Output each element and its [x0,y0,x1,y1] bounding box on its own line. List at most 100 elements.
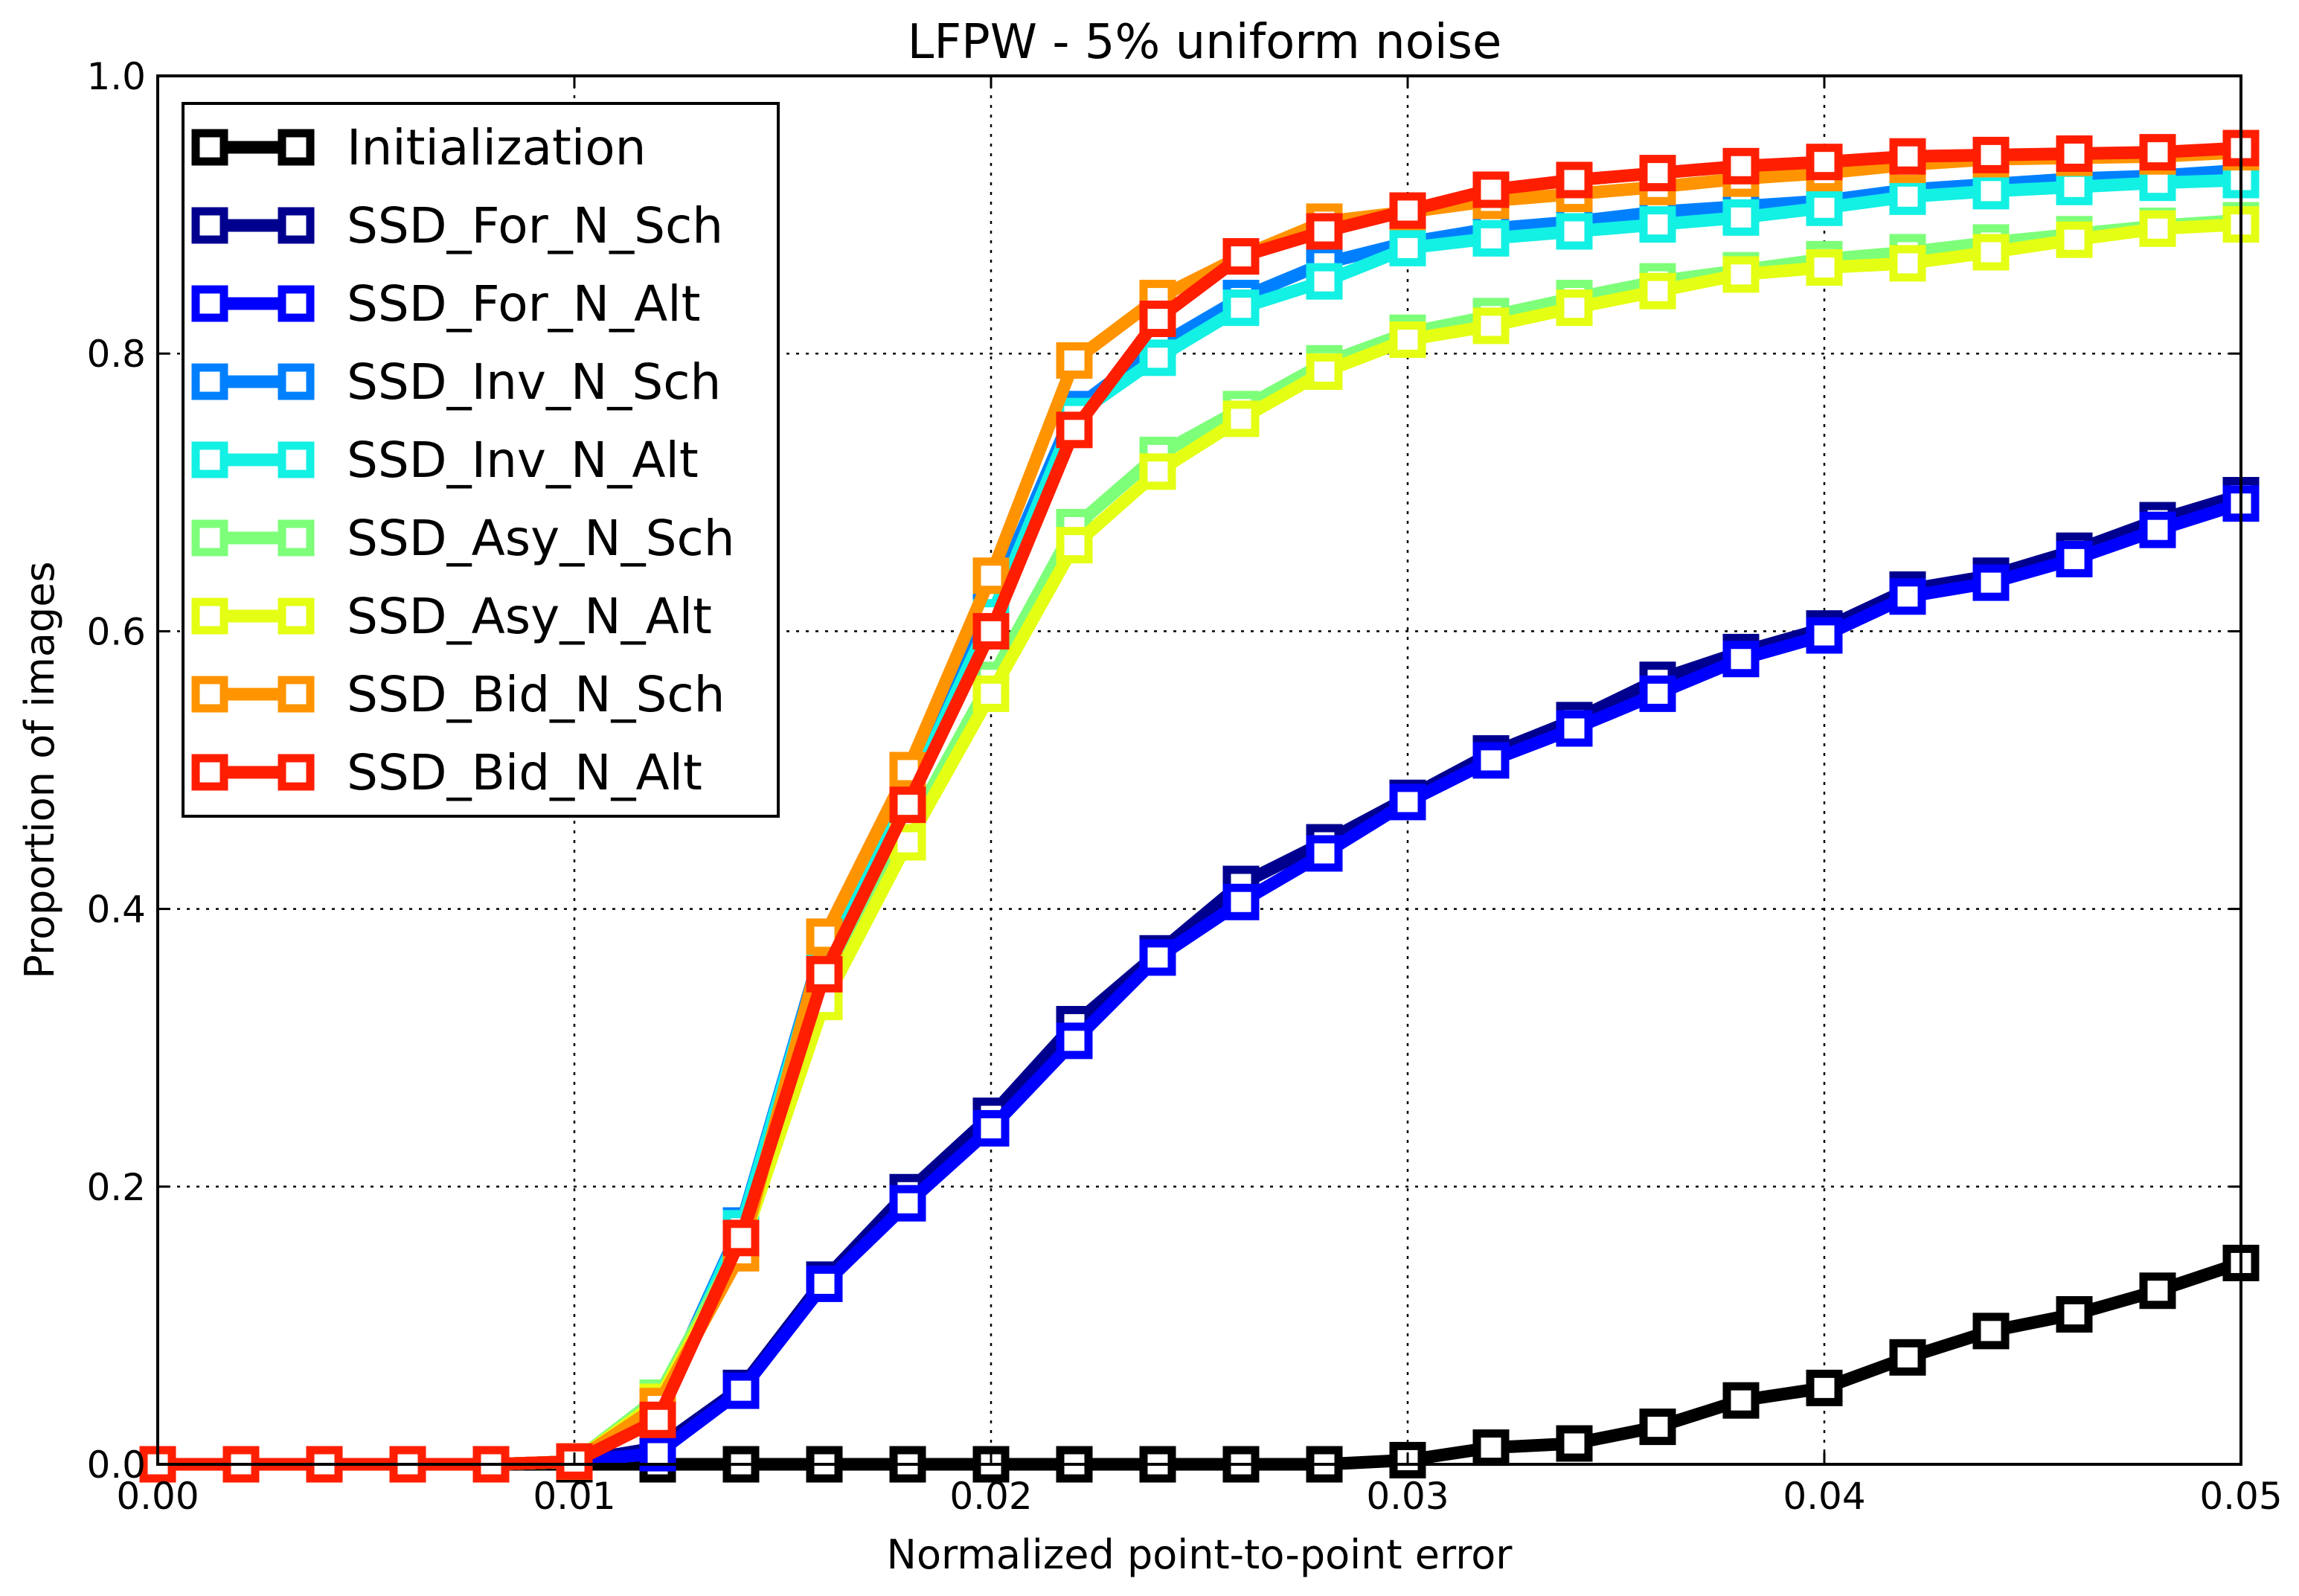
data-point [1306,835,1343,872]
data-point [1556,1425,1593,1462]
legend-item-ssd-for-n-sch: SSD_For_N_Sch [191,197,723,254]
data-point [1139,939,1176,976]
data-point [1472,1429,1510,1467]
legend-label: SSD_Asy_N_Sch [347,510,735,567]
data-point [1722,1382,1760,1419]
data-point [1639,272,1676,310]
legend: Initialization SSD_For_N_Sch SSD_For_N_Alt… [182,102,780,818]
data-point [1222,883,1260,920]
data-point [889,786,926,824]
data-point [2056,135,2093,172]
legend-label: SSD_Inv_N_Sch [347,353,721,411]
x-tick-label: 0.01 [533,1475,615,1518]
x-axis-label: Normalized point-to-point error [887,1531,1513,1578]
data-point [2056,540,2093,577]
legend-swatch-marker [191,363,228,400]
data-point [1889,178,1926,215]
y-tick-label: 0.2 [86,1166,146,1209]
legend-swatch-marker [191,207,228,244]
legend-label: SSD_Inv_N_Alt [347,432,699,489]
data-point [1306,263,1343,300]
legend-swatch-marker [278,363,315,400]
legend-swatch-marker [191,676,228,713]
data-point [2139,1272,2176,1310]
data-point [1889,245,1926,282]
data-point [1056,527,1093,564]
data-point [1722,641,1760,678]
data-point [556,1443,593,1480]
legend-swatch-marker [191,285,228,322]
chart-title: LFPW - 5% uniform noise [908,15,1502,70]
data-point [1389,192,1426,229]
data-point [1806,617,1843,654]
legend-item-ssd-bid-n-sch: SSD_Bid_N_Sch [191,666,725,723]
data-point [1056,1022,1093,1060]
legend-swatch-marker [278,129,315,166]
legend-item-ssd-for-n-alt: SSD_For_N_Alt [191,275,700,333]
data-point [1972,173,2010,210]
tick-layer: 0.00 0.01 0.02 0.03 0.04 0.05 0.0 0.2 0.4 0.6 0.8 1… [86,55,2282,1518]
legend-label: SSD_Bid_N_Sch [347,666,725,723]
data-point [1472,171,1510,208]
data-point [639,1401,676,1438]
y-tick-label: 0.8 [86,333,146,376]
legend-swatch-marker [191,519,228,557]
x-tick-label: 0.02 [949,1475,1032,1518]
data-point [2139,511,2176,548]
data-point [2139,210,2176,247]
data-point [889,1185,926,1222]
y-axis-label: Proportion of images [16,561,63,978]
legend-label: SSD_For_N_Sch [347,197,723,254]
data-point [1306,353,1343,390]
y-tick-label: 0.6 [86,610,146,653]
data-point [2056,168,2093,205]
data-point [1972,136,2010,173]
data-point [1389,783,1426,821]
x-tick-label: 0.00 [116,1475,199,1518]
data-point [1556,161,1593,199]
x-tick-label: 0.04 [1783,1475,1865,1518]
data-point [1389,1441,1426,1478]
data-point [1972,564,2010,601]
data-point [1806,144,1843,181]
legend-label: SSD_Bid_N_Alt [347,744,702,801]
data-point [1139,339,1176,376]
data-point [1639,1408,1676,1446]
data-point [1972,234,2010,271]
legend-swatch-marker [278,207,315,244]
data-point [806,1265,843,1302]
data-point [1639,155,1676,192]
data-point [1806,249,1843,286]
legend-item-initialization: Initialization [191,119,646,176]
y-tick-label: 1.0 [86,55,146,98]
data-point [1389,321,1426,359]
data-point [639,1435,676,1472]
data-point [1806,189,1843,226]
legend-swatch-marker [278,285,315,322]
legend-swatch-marker [191,441,228,478]
data-point [1889,1339,1926,1376]
data-point [722,1220,760,1257]
y-tick-label: 0.4 [86,888,146,932]
data-point [972,557,1010,595]
legend-item-ssd-asy-n-alt: SSD_Asy_N_Alt [191,588,712,645]
data-point [1056,342,1093,379]
data-point [1806,1369,1843,1406]
data-point [1722,147,1760,185]
legend-label: SSD_For_N_Alt [347,275,700,333]
data-point [1556,289,1593,327]
data-point [1222,238,1260,275]
x-tick-label: 0.05 [2199,1475,2282,1518]
data-point [2139,134,2176,171]
data-point [972,1109,1010,1147]
y-tick-label: 0.0 [86,1443,146,1487]
x-tick-label: 0.03 [1366,1475,1449,1518]
data-point [972,675,1010,712]
legend-item-ssd-inv-n-sch: SSD_Inv_N_Sch [191,353,721,411]
data-point [972,612,1010,650]
data-point [1639,675,1676,712]
legend-swatch-marker [278,597,315,635]
data-point [1139,453,1176,490]
legend-swatch-marker [278,519,315,557]
